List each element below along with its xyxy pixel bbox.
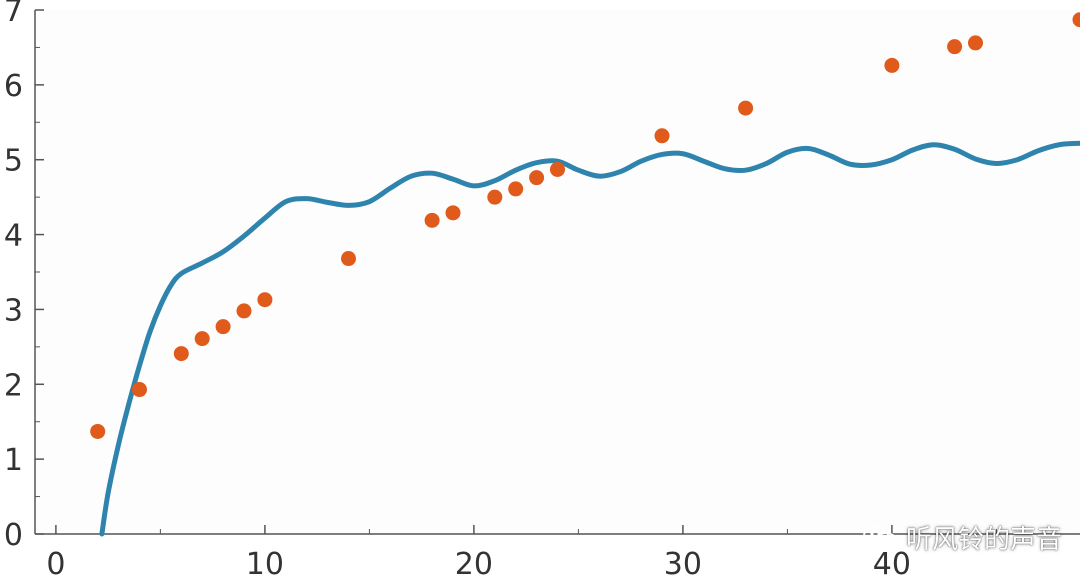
data-point [654, 128, 670, 144]
data-point [215, 319, 231, 335]
y-tick-label: 6 [4, 69, 23, 104]
data-point [947, 39, 963, 55]
x-tick-label: 10 [246, 547, 284, 582]
data-point [738, 100, 754, 116]
data-point [173, 346, 189, 362]
data-point [445, 205, 461, 221]
y-tick-label: 5 [4, 144, 23, 179]
data-point [132, 382, 147, 398]
data-point [194, 331, 210, 347]
data-point [90, 423, 106, 439]
y-tick-label: 3 [4, 293, 23, 328]
tick-marks [35, 9, 997, 535]
data-point [550, 161, 565, 177]
fitted-curve [99, 140, 1080, 537]
watermark: 听风铃的声音 [862, 519, 1062, 556]
tick-labels: 0 1 2 3 4 5 6 7 0 10 20 30 40 [4, 0, 911, 582]
plot-background [35, 10, 1080, 534]
x-tick-label: 30 [664, 547, 702, 582]
data-point [487, 189, 503, 205]
data-point [236, 303, 252, 319]
data-point [508, 181, 524, 197]
x-tick-label: 40 [873, 547, 911, 582]
y-tick-label: 2 [4, 368, 23, 403]
data-point [1072, 12, 1080, 28]
x-tick-label: 20 [455, 547, 493, 582]
data-point [529, 170, 545, 186]
data-point [884, 57, 900, 73]
data-point [424, 212, 440, 228]
data-point [968, 35, 983, 51]
y-tick-label: 1 [4, 443, 23, 478]
y-tick-label: 0 [4, 518, 23, 553]
y-tick-label: 4 [4, 219, 23, 254]
wechat-icon [862, 524, 897, 550]
x-tick-label: 0 [46, 547, 65, 582]
fitted-curve-layer [99, 140, 1080, 537]
data-point [341, 251, 356, 267]
y-tick-label: 7 [4, 0, 23, 29]
data-points-layer [90, 12, 1080, 439]
watermark-text: 听风铃的声音 [905, 525, 1062, 555]
data-point [257, 292, 273, 308]
